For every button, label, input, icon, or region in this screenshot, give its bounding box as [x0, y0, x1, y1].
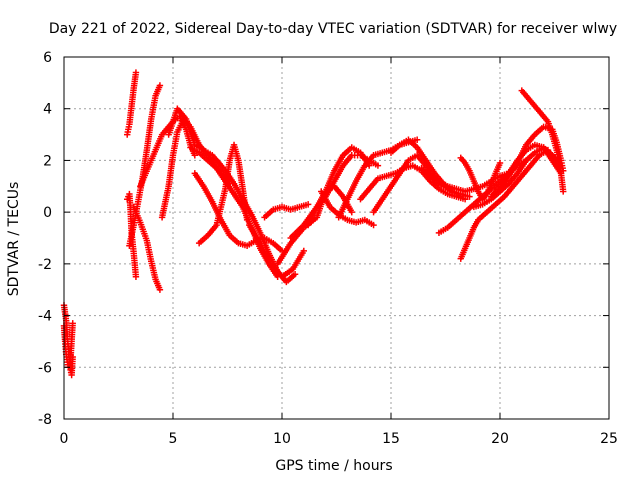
data-point: [156, 82, 164, 89]
data-point: [132, 69, 140, 76]
data-point: [291, 271, 299, 278]
data-point: [300, 247, 307, 255]
y-tick-label: 2: [43, 153, 52, 169]
plot-area-border: [63, 56, 610, 420]
chart-title: Day 221 of 2022, Sidereal Day-to-day VTE…: [49, 21, 617, 37]
data-points: [60, 69, 567, 379]
data-point: [348, 208, 355, 216]
y-tick-label: -4: [38, 309, 52, 325]
x-tick-label: 25: [600, 431, 618, 447]
data-point: [243, 216, 251, 224]
x-axis-label: GPS time / hours: [275, 458, 392, 474]
x-tick-label: 5: [169, 431, 178, 447]
x-tick-label: 10: [273, 431, 291, 447]
data-point: [132, 273, 140, 280]
y-tick-label: -2: [38, 257, 52, 273]
data-point: [496, 159, 504, 167]
data-point: [560, 188, 567, 195]
data-point: [413, 136, 421, 143]
data-point: [69, 320, 76, 327]
data-point: [466, 193, 473, 200]
x-tick-label: 15: [382, 431, 400, 447]
x-tick-label: 20: [491, 431, 509, 447]
data-point: [374, 162, 382, 169]
data-point: [156, 286, 164, 293]
y-tick-label: -6: [38, 360, 52, 376]
y-axis-label: SDTVAR / TECUs: [6, 182, 22, 297]
y-tick-label: 6: [43, 50, 52, 66]
data-point: [304, 201, 312, 208]
axis-ticks: 0 5 10 15 20 25 -8 -6 -4 -2 0 2 4 6: [38, 50, 618, 447]
x-tick-label: 0: [60, 431, 69, 447]
y-tick-label: 4: [43, 102, 52, 118]
y-tick-label: 0: [43, 205, 52, 221]
y-tick-label: -8: [38, 412, 52, 428]
data-point: [370, 221, 377, 229]
data-point: [457, 193, 464, 200]
